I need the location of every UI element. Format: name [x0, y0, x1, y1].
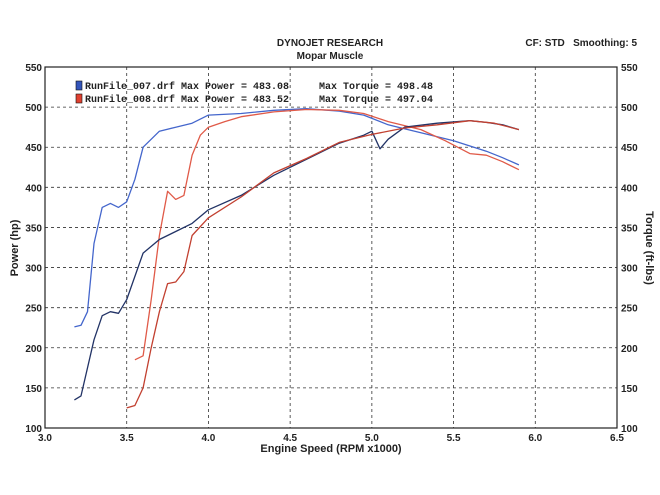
y-tick-label-left: 250: [25, 304, 42, 315]
legend: RunFile_007.drf Max Power = 483.08 Max T…: [75, 80, 433, 106]
y-tick-label-right: 350: [621, 223, 638, 234]
y-tick-label-left: 500: [25, 103, 42, 114]
series-line-008-power: [126, 120, 520, 409]
y-axis-label-left: Power (hp): [9, 219, 21, 276]
x-tick-label: 3.0: [38, 433, 52, 444]
y-tick-label-right: 450: [621, 143, 638, 154]
series-line-008-torque: [134, 108, 520, 361]
x-tick-label: 5.5: [447, 433, 461, 444]
series-lines: [74, 108, 520, 409]
y-tick-label-left: 300: [25, 264, 42, 275]
legend-entry-008: RunFile_008.drf Max Power = 483.52 Max T…: [85, 94, 433, 106]
x-tick-label: 6.5: [610, 433, 624, 444]
dyno-settings: CF: STD Smoothing: 5: [525, 38, 637, 49]
y-tick-label-right: 100: [621, 424, 638, 435]
y-axis-label-right: Torque (ft-lbs): [643, 211, 655, 285]
y-tick-label-right: 200: [621, 344, 638, 355]
y-tick-label-right: 500: [621, 103, 638, 114]
left-axis-ticks: 100 150 200 250 300 350 400 450 500 550: [25, 63, 42, 435]
y-tick-label-left: 350: [25, 223, 42, 234]
legend-swatch-007: [75, 80, 83, 91]
y-tick-label-left: 400: [25, 183, 42, 194]
bottom-axis-ticks: 3.0 3.5 4.0 4.5 5.0 5.5 6.0 6.5: [38, 433, 624, 444]
y-tick-label-left: 200: [25, 344, 42, 355]
y-tick-label-right: 150: [621, 384, 638, 395]
y-tick-label-right: 300: [621, 264, 638, 275]
x-tick-label: 6.0: [528, 433, 542, 444]
y-tick-label-left: 100: [25, 424, 42, 435]
y-tick-label-left: 150: [25, 384, 42, 395]
series-line-007-torque: [74, 108, 520, 328]
chart-title: DYNOJET RESEARCH: [277, 38, 383, 49]
x-tick-label: 4.0: [201, 433, 215, 444]
right-axis-ticks: 100 150 200 250 300 350 400 450 500 550: [621, 63, 638, 435]
legend-swatch-008: [75, 93, 83, 104]
y-tick-label-left: 450: [25, 143, 42, 154]
y-tick-label-left: 550: [25, 63, 42, 74]
legend-entry-007: RunFile_007.drf Max Power = 483.08 Max T…: [85, 81, 433, 93]
y-tick-label-right: 400: [621, 183, 638, 194]
y-tick-label-right: 550: [621, 63, 638, 74]
plot-frame: [44, 66, 618, 429]
x-tick-label: 3.5: [120, 433, 134, 444]
grid-lines: [45, 67, 617, 428]
x-tick-label: 5.0: [365, 433, 379, 444]
x-tick-label: 4.5: [283, 433, 297, 444]
chart-subtitle: Mopar Muscle: [297, 51, 364, 62]
x-axis-label: Engine Speed (RPM x1000): [260, 443, 402, 455]
y-tick-label-right: 250: [621, 304, 638, 315]
